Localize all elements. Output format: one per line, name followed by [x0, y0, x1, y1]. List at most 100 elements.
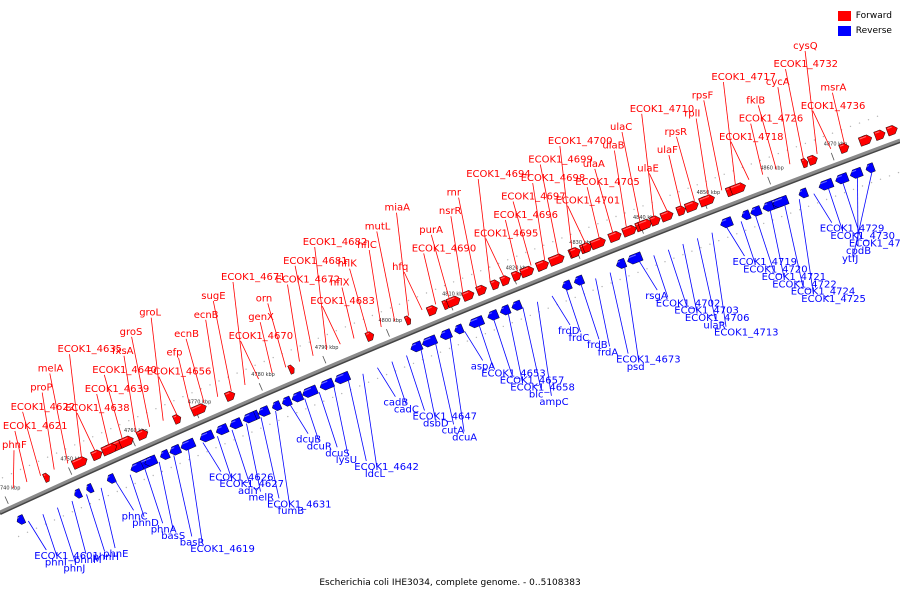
gene-label[interactable]: ECOK1_4703 — [674, 306, 739, 317]
gene-label[interactable]: ECOK1_4683 — [310, 296, 375, 307]
gene-label[interactable]: basS — [161, 531, 185, 542]
reverse-gene[interactable] — [105, 473, 117, 485]
forward-gene[interactable] — [621, 224, 638, 238]
reverse-gene[interactable] — [453, 323, 465, 336]
gene-label[interactable]: hflC — [357, 240, 377, 251]
gene-label[interactable]: phnH — [93, 552, 120, 563]
gene-label[interactable]: aspA — [471, 361, 496, 372]
forward-gene[interactable] — [648, 214, 662, 227]
forward-gene[interactable] — [287, 364, 296, 375]
gene-label[interactable]: ldcL — [365, 469, 386, 480]
gene-label[interactable]: ECOK1_4718 — [719, 132, 784, 143]
gene-label[interactable]: ECOK1_4657 — [500, 376, 565, 387]
gene-label[interactable]: ulaC — [610, 122, 632, 133]
forward-gene[interactable] — [675, 204, 688, 217]
gene-label[interactable]: ECOK1_4717 — [711, 72, 776, 83]
reverse-gene[interactable] — [467, 315, 486, 329]
gene-label[interactable]: melA — [38, 363, 64, 374]
gene-label[interactable]: hfq — [392, 262, 408, 273]
forward-gene[interactable] — [885, 124, 899, 137]
gene-label[interactable]: ECOK1_4658 — [510, 383, 575, 394]
gene-label[interactable]: ulaB — [602, 141, 624, 152]
reverse-gene[interactable] — [771, 194, 790, 209]
reverse-gene[interactable] — [168, 443, 183, 457]
gene-label[interactable]: lysU — [336, 455, 357, 466]
gene-label[interactable]: ECOK1_4705 — [575, 177, 640, 188]
reverse-gene[interactable] — [749, 205, 763, 217]
reverse-gene[interactable] — [486, 309, 500, 321]
reverse-gene[interactable] — [301, 384, 319, 399]
gene-label[interactable]: ECOK1_4699 — [528, 155, 593, 166]
reverse-gene[interactable] — [257, 405, 271, 418]
gene-label[interactable]: orn — [256, 293, 272, 304]
gene-label[interactable]: rsgA — [645, 291, 668, 302]
forward-gene[interactable] — [683, 199, 700, 214]
gene-label[interactable]: ECOK1_4731 — [849, 239, 900, 250]
reverse-gene[interactable] — [214, 423, 230, 436]
gene-label[interactable]: dcuA — [452, 432, 477, 443]
forward-gene[interactable] — [403, 315, 412, 326]
reverse-gene[interactable] — [740, 209, 752, 221]
gene-label[interactable]: blc — [529, 390, 544, 401]
gene-label[interactable]: mutL — [365, 221, 391, 232]
forward-gene[interactable] — [90, 448, 104, 462]
forward-gene[interactable] — [461, 289, 475, 302]
forward-gene[interactable] — [534, 259, 550, 272]
gene-label[interactable]: basR — [180, 537, 205, 548]
forward-gene[interactable] — [519, 265, 535, 279]
forward-gene[interactable] — [607, 230, 623, 244]
reverse-gene[interactable] — [271, 400, 283, 412]
gene-label[interactable]: ECOK1_4690 — [412, 243, 477, 254]
reverse-gene[interactable] — [143, 454, 159, 468]
gene-label[interactable]: ECOK1_4638 — [65, 403, 130, 414]
gene-label[interactable]: nsrR — [439, 206, 462, 217]
gene-label[interactable]: ECOK1_4671 — [221, 272, 286, 283]
reverse-gene[interactable] — [561, 279, 573, 292]
forward-gene[interactable] — [637, 218, 654, 232]
forward-gene[interactable] — [445, 294, 462, 309]
reverse-gene[interactable] — [409, 340, 424, 354]
forward-gene[interactable] — [568, 246, 582, 259]
gene-label[interactable]: msrA — [820, 83, 846, 94]
forward-gene[interactable] — [806, 154, 819, 166]
gene-label[interactable]: genX — [248, 312, 274, 323]
reverse-gene[interactable] — [421, 334, 439, 349]
reverse-gene[interactable] — [179, 437, 197, 452]
forward-gene[interactable] — [589, 236, 608, 251]
gene-label[interactable]: efp — [167, 348, 183, 359]
gene-label[interactable]: ECOK1_4729 — [820, 224, 885, 235]
gene-label[interactable]: purA — [419, 225, 443, 236]
gene-label[interactable]: phnF — [2, 440, 27, 451]
gene-label[interactable]: ECOK1_4710 — [630, 104, 695, 115]
gene-label[interactable]: hflK — [338, 259, 358, 270]
gene-label[interactable]: ecnB — [174, 329, 199, 340]
gene-label[interactable]: frdD — [558, 326, 580, 337]
gene-label[interactable]: dcuR — [307, 442, 332, 453]
gene-label[interactable]: ECOK1_4695 — [474, 229, 539, 240]
gene-label[interactable]: ECOK1_4721 — [762, 272, 827, 283]
gene-label[interactable]: psd — [627, 362, 645, 373]
forward-gene[interactable] — [489, 278, 501, 291]
gene-label[interactable]: ECOK1_4706 — [685, 313, 750, 324]
gene-label[interactable]: ECOK1_4696 — [493, 210, 558, 221]
gene-label[interactable]: frdA — [598, 347, 619, 358]
forward-gene[interactable] — [475, 284, 488, 297]
reverse-gene[interactable] — [615, 257, 628, 270]
forward-gene[interactable] — [70, 455, 89, 470]
gene-label[interactable]: cutA — [442, 425, 465, 436]
gene-label[interactable]: ulaA — [583, 159, 605, 170]
gene-label[interactable]: ampC — [539, 397, 568, 408]
forward-gene[interactable] — [100, 442, 119, 457]
gene-label[interactable]: ECOK1_4626 — [209, 473, 274, 484]
gene-label[interactable]: rplI — [684, 109, 700, 120]
gene-label[interactable]: rpsR — [665, 127, 688, 138]
gene-label[interactable]: phnD — [132, 518, 159, 529]
reverse-gene[interactable] — [318, 377, 335, 392]
gene-label[interactable]: phnM — [74, 555, 102, 566]
gene-label[interactable]: groL — [139, 308, 161, 319]
reverse-gene[interactable] — [228, 417, 244, 430]
forward-gene[interactable] — [425, 304, 439, 317]
gene-label[interactable]: ECOK1_4631 — [267, 499, 332, 510]
reverse-gene[interactable] — [242, 411, 258, 424]
gene-label[interactable]: ECOK1_4639 — [85, 384, 150, 395]
